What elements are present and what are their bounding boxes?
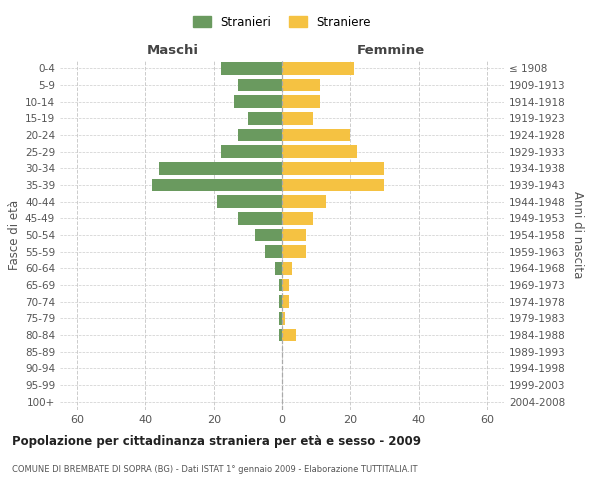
Legend: Stranieri, Straniere: Stranieri, Straniere [188, 11, 376, 34]
Bar [282, 79, 320, 92]
Bar [282, 246, 306, 258]
Bar [282, 162, 385, 174]
Bar [254, 229, 282, 241]
Bar [282, 62, 354, 74]
Bar [282, 196, 326, 208]
Bar [282, 128, 350, 141]
Y-axis label: Anni di nascita: Anni di nascita [571, 192, 584, 278]
Bar [282, 179, 385, 191]
Bar [282, 229, 306, 241]
Bar [159, 162, 282, 174]
Bar [282, 312, 286, 324]
Bar [278, 329, 282, 341]
Bar [278, 296, 282, 308]
Bar [152, 179, 282, 191]
Bar [238, 128, 282, 141]
Bar [234, 96, 282, 108]
Text: Popolazione per cittadinanza straniera per età e sesso - 2009: Popolazione per cittadinanza straniera p… [12, 435, 421, 448]
Bar [282, 212, 313, 224]
Bar [282, 329, 296, 341]
Bar [282, 262, 292, 274]
Bar [282, 296, 289, 308]
Bar [238, 79, 282, 92]
Bar [221, 62, 282, 74]
Bar [278, 279, 282, 291]
Bar [282, 279, 289, 291]
Text: COMUNE DI BREMBATE DI SOPRA (BG) - Dati ISTAT 1° gennaio 2009 - Elaborazione TUT: COMUNE DI BREMBATE DI SOPRA (BG) - Dati … [12, 465, 418, 474]
Bar [282, 112, 313, 124]
Bar [278, 312, 282, 324]
Bar [265, 246, 282, 258]
Text: Maschi: Maschi [147, 44, 199, 57]
Bar [282, 146, 357, 158]
Bar [282, 96, 320, 108]
Y-axis label: Fasce di età: Fasce di età [8, 200, 21, 270]
Bar [275, 262, 282, 274]
Bar [221, 146, 282, 158]
Bar [238, 212, 282, 224]
Bar [217, 196, 282, 208]
Text: Femmine: Femmine [357, 44, 425, 57]
Bar [248, 112, 282, 124]
